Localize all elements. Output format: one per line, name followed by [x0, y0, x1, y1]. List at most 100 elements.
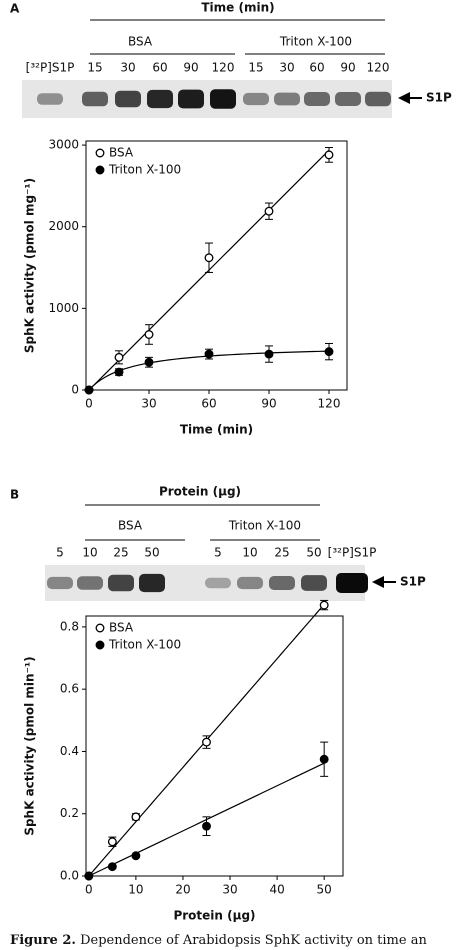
legend-marker	[95, 165, 105, 175]
data-point	[114, 367, 124, 377]
gel-band	[336, 573, 368, 593]
gel-band	[37, 93, 63, 105]
gel-band	[210, 89, 236, 109]
band-label: S1P	[426, 91, 452, 105]
lane-label: 90	[183, 61, 198, 75]
x-tick-label: 120	[318, 397, 341, 411]
gel-band	[237, 576, 263, 590]
lane-label: 10	[242, 546, 257, 560]
data-point	[324, 347, 334, 357]
legend-label: BSA	[109, 621, 134, 635]
arrow-head	[372, 576, 384, 588]
gel-band	[139, 573, 165, 593]
y-tick-label: 0.8	[60, 619, 79, 633]
x-tick-label: 10	[128, 883, 143, 897]
y-tick-label: 3000	[48, 138, 79, 152]
gel-band	[301, 575, 327, 591]
x-tick-label: 30	[141, 397, 156, 411]
legend-marker	[95, 148, 105, 158]
caption-label: Figure 2.	[10, 933, 76, 948]
data-point	[144, 330, 154, 339]
gel-band	[304, 92, 330, 106]
gel-band	[147, 89, 173, 109]
lane-label: 60	[152, 61, 167, 75]
caption-text: Dependence of Arabidopsis SphK activity …	[80, 933, 427, 948]
x-tick-label: 30	[222, 883, 237, 897]
x-tick-label: 50	[317, 883, 332, 897]
data-point	[319, 754, 329, 764]
lane-label: 5	[214, 546, 222, 560]
lane-label: [³²P]S1P	[328, 546, 377, 560]
lane-label: 10	[82, 546, 97, 560]
data-point	[202, 737, 211, 747]
y-tick-label: 0.0	[60, 869, 79, 883]
group-label: BSA	[118, 519, 143, 533]
legend-label: Triton X-100	[108, 163, 181, 177]
panel-label: B	[10, 488, 19, 502]
plot-frame	[85, 615, 344, 877]
data-point	[324, 150, 334, 160]
data-point	[107, 862, 117, 872]
band-label: S1P	[400, 575, 426, 589]
legend-marker	[95, 640, 105, 650]
gel-band	[269, 576, 295, 590]
plot-frame	[85, 140, 348, 391]
data-point	[204, 253, 214, 263]
y-tick-label: 0	[71, 383, 79, 397]
lane-label: 5	[56, 546, 64, 560]
data-point	[264, 206, 274, 216]
x-axis-label: Time (min)	[180, 423, 253, 437]
lane-label: 25	[274, 546, 289, 560]
group-label: Triton X-100	[228, 519, 301, 533]
lane-label: 15	[248, 61, 263, 75]
lane-label: 120	[367, 61, 390, 75]
gel-band	[108, 574, 134, 592]
y-tick-label: 2000	[48, 219, 79, 233]
gel-header: Protein (µg)	[159, 485, 241, 499]
gel-header: Time (min)	[201, 1, 274, 15]
gel-band	[47, 576, 73, 590]
gel-band	[115, 90, 141, 108]
gel-band	[178, 89, 204, 109]
panel-label: A	[10, 2, 20, 16]
data-point	[107, 837, 117, 847]
data-point	[264, 349, 274, 359]
x-tick-label: 40	[269, 883, 284, 897]
lane-label: 90	[340, 61, 355, 75]
data-point	[84, 871, 94, 881]
lane-label: 50	[306, 546, 321, 560]
lane-label: 50	[144, 546, 159, 560]
gel-band	[205, 577, 231, 589]
x-tick-label: 20	[175, 883, 190, 897]
x-axis-label: Protein (µg)	[173, 909, 255, 923]
y-tick-label: 0.6	[60, 682, 79, 696]
y-tick-label: 0.4	[60, 744, 79, 758]
legend-marker	[95, 623, 105, 633]
data-point	[204, 349, 214, 359]
caption: Figure 2. Dependence of Arabidopsis SphK…	[10, 933, 427, 948]
x-tick-label: 0	[85, 397, 93, 411]
lane-label: 30	[279, 61, 294, 75]
arrow-head	[398, 92, 410, 104]
y-tick-label: 1000	[48, 301, 79, 315]
gel-band	[274, 92, 300, 106]
lane-label: 30	[120, 61, 135, 75]
legend-label: BSA	[109, 146, 134, 160]
lane-label: 60	[309, 61, 324, 75]
lane-label: 120	[212, 61, 235, 75]
data-point	[131, 812, 141, 822]
group-label: BSA	[128, 35, 153, 49]
data-point	[131, 851, 141, 861]
gel-band	[243, 92, 269, 106]
x-tick-label: 0	[85, 883, 93, 897]
data-point	[319, 600, 329, 610]
gel-band	[365, 91, 391, 107]
gel-band	[77, 576, 103, 590]
group-label: Triton X-100	[279, 35, 352, 49]
data-point	[202, 821, 211, 831]
x-tick-label: 90	[261, 397, 276, 411]
data-point	[144, 357, 154, 367]
y-axis-label: SphK activity (pmol mg⁻¹)	[23, 178, 37, 353]
y-tick-label: 0.2	[60, 806, 79, 820]
